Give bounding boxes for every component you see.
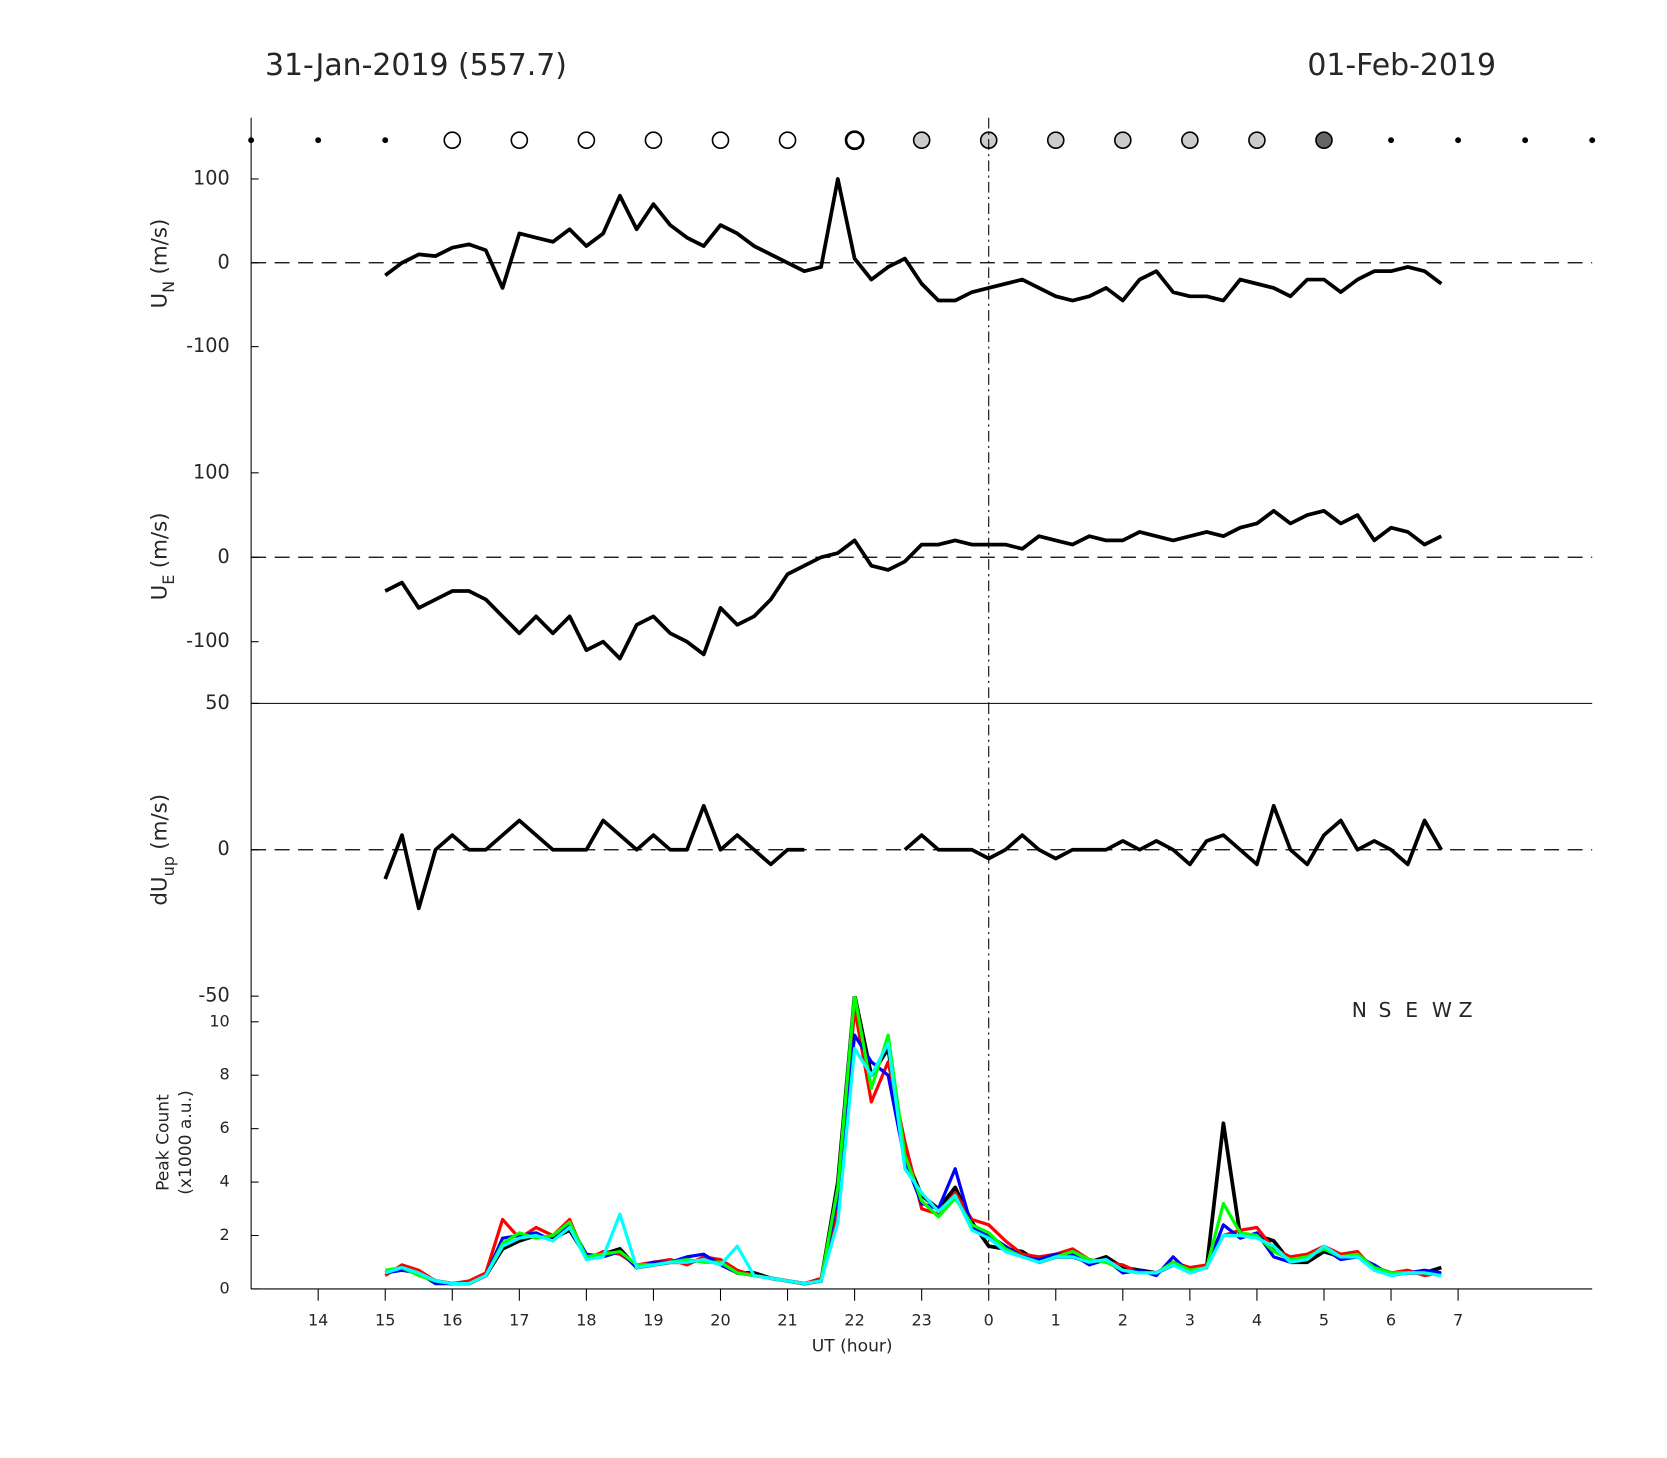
- y-tick-label: 100: [193, 166, 230, 189]
- marker: [1522, 137, 1529, 144]
- marker: [1315, 131, 1333, 150]
- marker: [912, 131, 931, 150]
- marker: [778, 131, 797, 150]
- y-tick-label: -100: [186, 334, 230, 357]
- x-tick-label: 16: [442, 1310, 462, 1329]
- legend-entry: W: [1432, 998, 1452, 1022]
- marker: [382, 137, 389, 144]
- x-tick-label: 1: [1051, 1310, 1061, 1329]
- legend-entry: S: [1378, 998, 1391, 1022]
- y-label-unit: (m/s): [147, 512, 172, 568]
- legend-entry: N: [1352, 998, 1367, 1022]
- x-tick-label: 21: [777, 1310, 797, 1329]
- marker: [711, 131, 730, 150]
- marker: [1046, 131, 1065, 150]
- marker: [577, 131, 596, 150]
- y-tick-label: 2: [220, 1225, 230, 1244]
- y-tick-label: 10: [209, 1011, 229, 1030]
- chart-title-right: 01-Feb-2019: [1307, 48, 1496, 83]
- x-axis-label: UT (hour): [812, 1337, 893, 1357]
- y-tick-label: 6: [220, 1118, 230, 1137]
- y-tick-label: 4: [220, 1172, 230, 1191]
- x-tick-label: 2: [1118, 1310, 1128, 1329]
- y-axis-label: Peak Count: [153, 1094, 173, 1191]
- y-tick-label: -50: [198, 984, 229, 1007]
- y-axis-label: UE (m/s): [147, 512, 177, 600]
- marker: [1589, 137, 1596, 144]
- marker: [1455, 137, 1462, 144]
- y-axis-label: UN (m/s): [147, 219, 177, 309]
- marker: [443, 131, 462, 150]
- x-tick-label: 6: [1386, 1310, 1396, 1329]
- y-tick-label: 0: [218, 250, 230, 273]
- x-tick-label: 19: [643, 1310, 663, 1329]
- y-label-main: dU: [147, 876, 172, 905]
- legend-entry: E: [1405, 998, 1418, 1022]
- data-line: [384, 508, 1443, 661]
- x-tick-label: 20: [710, 1310, 730, 1329]
- x-tick-label: 5: [1319, 1310, 1329, 1329]
- x-tick-label: 0: [984, 1310, 994, 1329]
- x-tick-label: 17: [509, 1310, 529, 1329]
- marker: [315, 137, 322, 144]
- y-axis-label: (x1000 a.u.): [176, 1090, 196, 1194]
- y-tick-label: 0: [218, 837, 230, 860]
- data-line: [383, 803, 1443, 911]
- y-tick-label: 0: [218, 545, 230, 568]
- y-label-sub: up: [158, 856, 177, 876]
- x-tick-label: 22: [844, 1310, 864, 1329]
- x-tick-label: 15: [375, 1310, 395, 1329]
- marker: [844, 130, 865, 151]
- y-label-main: U: [147, 585, 172, 601]
- x-tick-label: 14: [308, 1310, 328, 1329]
- y-label-sub: E: [158, 575, 177, 585]
- y-tick-label: 50: [205, 691, 229, 714]
- y-axis-label: dUup (m/s): [147, 794, 177, 906]
- x-tick-label: 7: [1453, 1310, 1463, 1329]
- y-label-unit: (m/s): [147, 219, 172, 275]
- y-tick-label: -100: [186, 629, 230, 652]
- x-tick-label: 18: [576, 1310, 596, 1329]
- y-label-sub: N: [158, 281, 177, 293]
- x-tick-label: 3: [1185, 1310, 1195, 1329]
- marker: [510, 131, 529, 150]
- chart-title: 31-Jan-2019 (557.7): [265, 48, 567, 83]
- x-tick-label: 23: [911, 1310, 931, 1329]
- y-label-unit: (m/s): [147, 794, 172, 850]
- y-label-main: U: [147, 293, 172, 309]
- marker: [1114, 131, 1132, 150]
- marker: [1181, 131, 1199, 150]
- marker: [1388, 137, 1394, 144]
- y-tick-label: 0: [220, 1278, 230, 1297]
- marker: [644, 131, 663, 150]
- data-line: [384, 1041, 1442, 1286]
- legend-entry: Z: [1459, 998, 1473, 1022]
- y-tick-label: 100: [193, 460, 230, 483]
- marker: [1248, 131, 1266, 150]
- x-tick-label: 4: [1252, 1310, 1262, 1329]
- data-line: [384, 177, 1443, 303]
- y-tick-label: 8: [220, 1065, 230, 1084]
